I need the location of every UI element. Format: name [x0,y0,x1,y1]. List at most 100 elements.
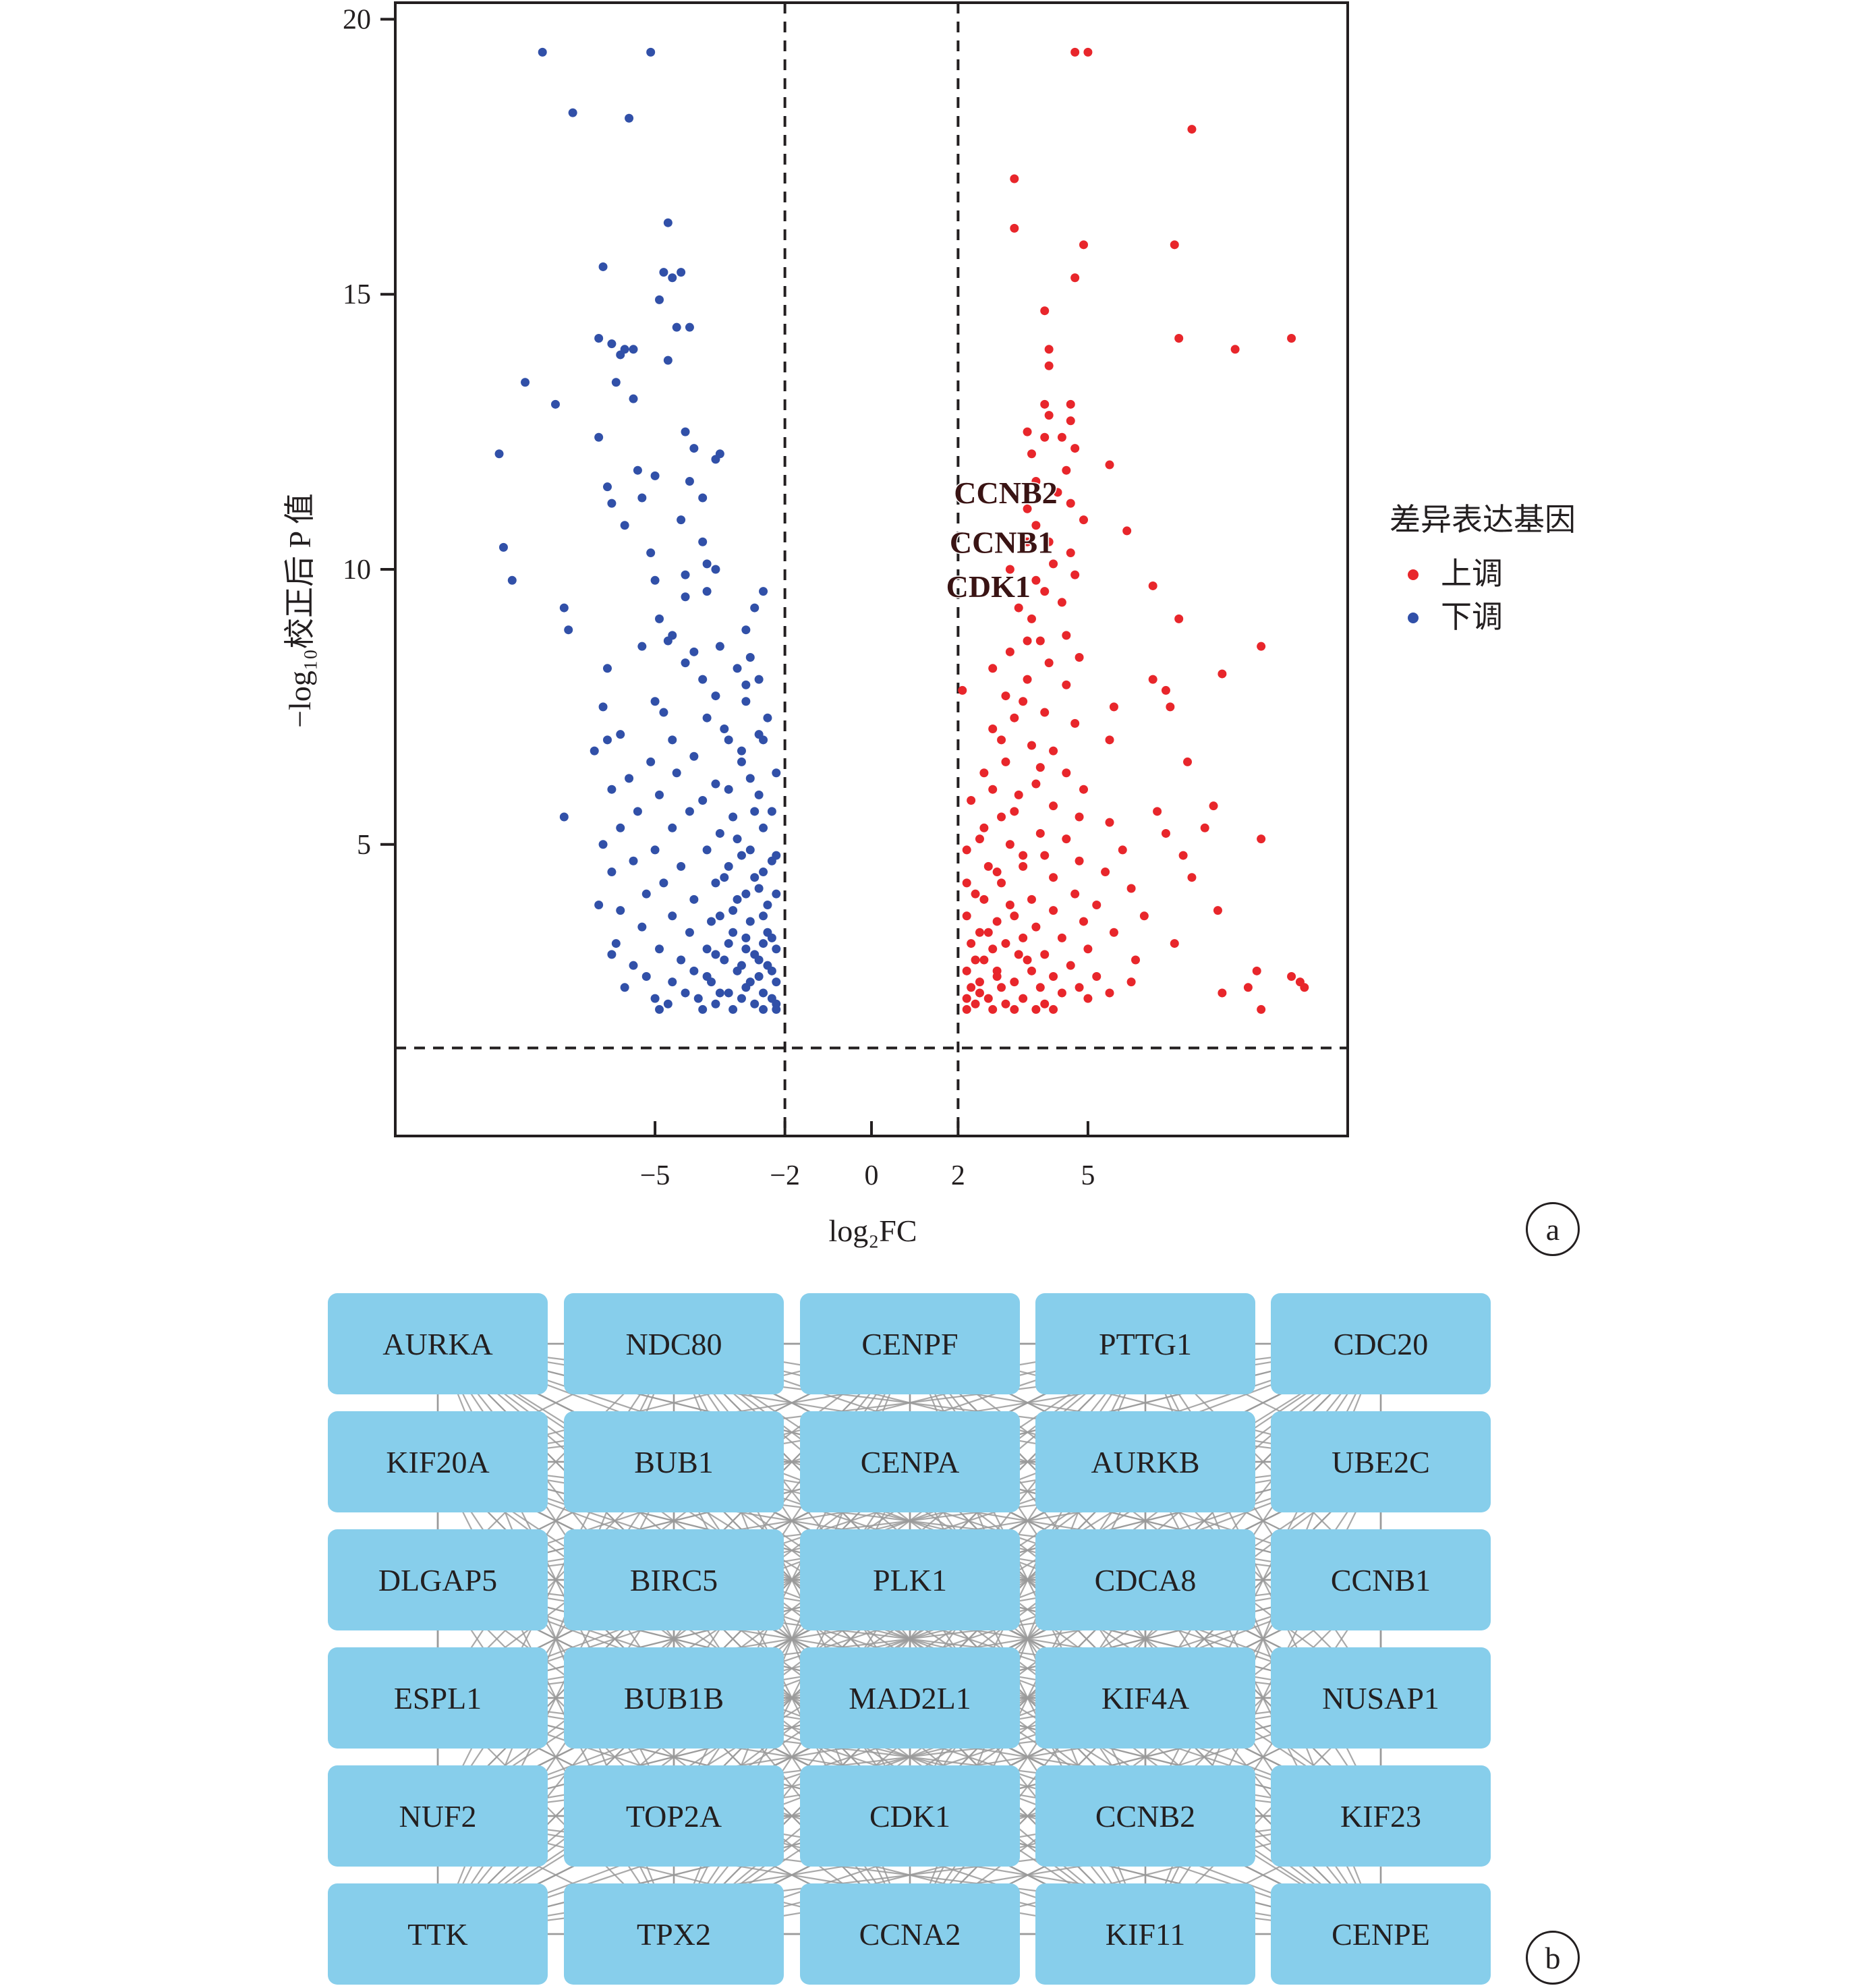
ppi-edge [673,1461,911,1817]
ppi-edge [673,1461,1146,1817]
down-point [620,521,629,530]
ppi-edge [909,1343,1381,1699]
ppi-edge [909,1343,1146,1699]
down-point [677,955,686,965]
up-point [1040,399,1050,409]
down-point [759,1004,768,1014]
down-point [611,939,621,948]
legend-up-marker [1408,569,1419,580]
ppi-edge [909,1579,1146,1935]
down-point [741,983,751,992]
up-point [1057,933,1066,942]
down-point [598,702,608,712]
up-point [1170,939,1179,948]
gene-annotation-label: CDK1 [946,569,1031,604]
down-point [759,823,768,832]
up-point [983,861,993,871]
down-point [750,999,760,1009]
ppi-edge [437,1461,675,1817]
down-point [728,928,738,937]
up-point [1014,790,1023,799]
down-point [702,944,712,954]
ppi-edge [673,1343,1381,1699]
down-point [711,565,720,574]
x-tick-label: 0 [865,1160,879,1191]
up-point [1031,1004,1041,1014]
up-point [975,988,984,998]
down-point [715,828,724,838]
up-point [1027,741,1036,750]
up-point [1001,691,1010,701]
up-point [1218,988,1227,998]
up-point [967,796,976,805]
gene-node-cdca8: CDCA8 [1035,1529,1255,1630]
gene-node-kif11: KIF11 [1035,1883,1255,1985]
down-point [641,971,651,981]
down-point [707,917,716,926]
legend-title: 差异表达基因 [1390,501,1576,538]
down-point [733,894,742,904]
down-point [698,493,708,503]
down-point [641,889,651,899]
up-point [997,812,1006,822]
up-point [1010,174,1019,183]
down-point [681,592,690,602]
gene-node-nusap1: NUSAP1 [1271,1647,1491,1749]
ppi-edge [437,1461,675,1817]
up-point [992,971,1002,981]
down-point [724,939,733,948]
gene-node-pttg1: PTTG1 [1035,1293,1255,1394]
down-point [698,1004,708,1014]
up-point [1101,868,1110,877]
up-point [1027,894,1036,904]
up-point [988,1004,998,1014]
up-point [1126,977,1136,987]
up-point [983,928,993,937]
down-point [607,339,617,349]
up-point [1023,427,1032,436]
up-point [988,785,998,794]
ppi-edge [909,1579,1146,1935]
down-point [564,625,573,635]
up-point [1057,598,1066,607]
up-point [979,955,989,965]
up-point [1049,971,1058,981]
up-point [1001,939,1010,948]
gene-node-cdc20: CDC20 [1271,1293,1491,1394]
gene-node-top2a: TOP2A [564,1765,784,1867]
down-point [693,994,703,1003]
up-point [1023,675,1032,684]
down-point [668,911,677,921]
down-point [507,575,517,585]
down-point [702,845,712,855]
down-point [655,295,664,304]
up-point [1044,658,1054,668]
up-point [1031,477,1041,486]
gene-node-birc5: BIRC5 [564,1529,784,1630]
up-point [1118,845,1127,855]
up-point [997,878,1006,888]
up-point [1083,994,1093,1003]
down-point [733,664,742,673]
ppi-edge [673,1579,911,1935]
ppi-edge [1145,1343,1381,1699]
down-point [681,658,690,668]
up-point [1066,416,1075,426]
down-point [559,603,569,613]
up-point [1019,861,1028,871]
gene-annotations: CCNB2 CCNB1 CDK1 [945,475,1058,605]
up-point [1148,675,1157,684]
down-point [741,680,751,689]
up-point [1079,785,1088,794]
up-point [1066,499,1075,508]
x-tick-label: −2 [770,1160,800,1191]
down-point [650,575,660,585]
gene-node-cenpf: CENPF [800,1293,1020,1394]
down-point [772,977,781,987]
gene-node-ccna2: CCNA2 [800,1883,1020,1985]
down-point [754,971,764,981]
up-point [1023,504,1032,513]
down-point [598,262,608,271]
ppi-edge [673,1461,911,1817]
up-point [1035,828,1045,838]
